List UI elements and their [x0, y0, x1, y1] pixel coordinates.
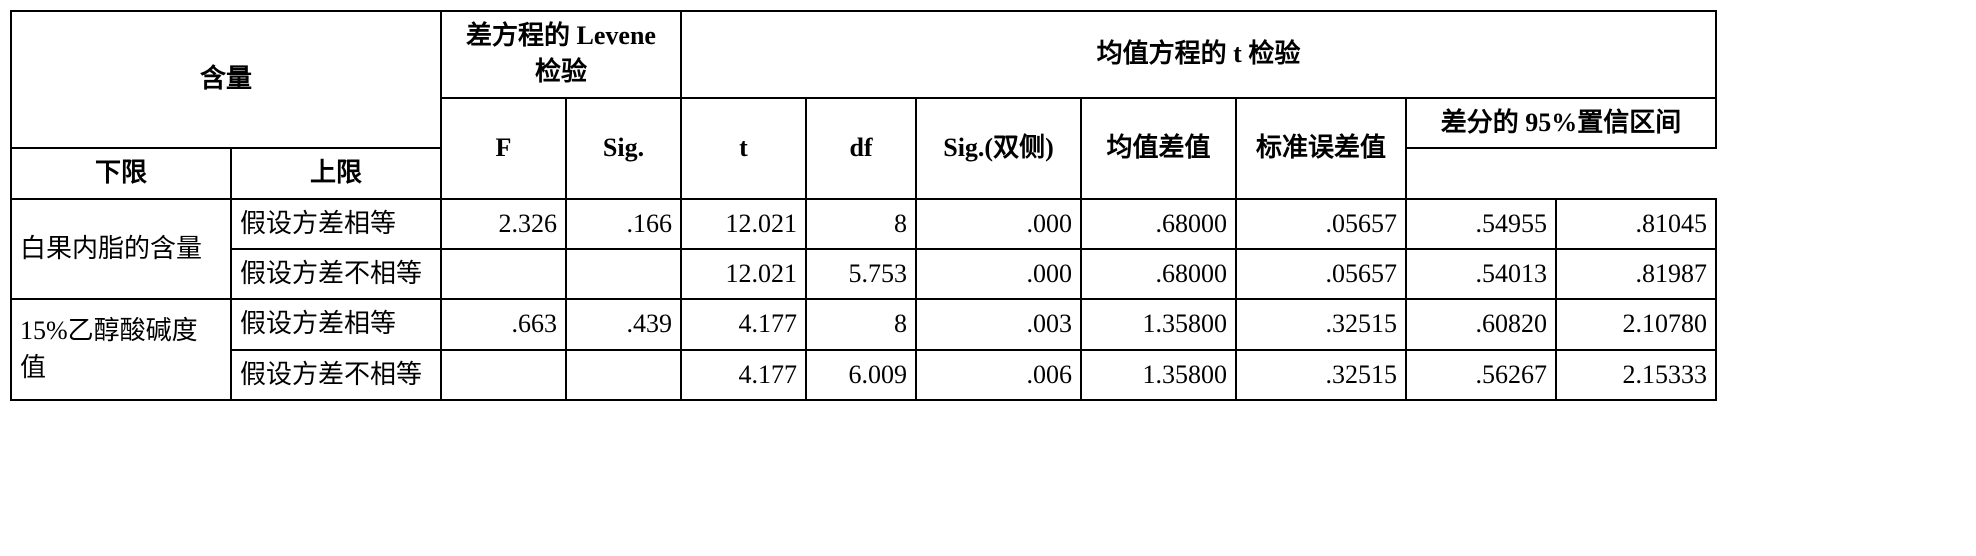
value-cell-Sig: .439: [566, 299, 681, 349]
value-cell-ci_low: .60820: [1406, 299, 1556, 349]
group-label-cell: 白果内脂的含量: [11, 199, 231, 300]
value-cell-ci_low: .54013: [1406, 249, 1556, 299]
table-row: 假设方差不相等 12.0215.753.000.68000.05657.54013…: [11, 249, 1716, 299]
value-cell-F: [441, 350, 566, 400]
value-cell-df: 6.009: [806, 350, 916, 400]
value-cell-sig2: .000: [916, 249, 1081, 299]
value-cell-F: [441, 249, 566, 299]
value-cell-ci_high: .81987: [1556, 249, 1716, 299]
value-cell-t: 4.177: [681, 350, 806, 400]
assumption-cell: 假设方差不相等: [231, 249, 441, 299]
value-cell-ci_high: 2.15333: [1556, 350, 1716, 400]
value-cell-se_diff: .05657: [1236, 199, 1406, 249]
value-cell-se_diff: .32515: [1236, 299, 1406, 349]
value-cell-mean_diff: 1.35800: [1081, 299, 1236, 349]
value-cell-F: .663: [441, 299, 566, 349]
value-cell-F: 2.326: [441, 199, 566, 249]
header-meandiff: 均值差值: [1081, 98, 1236, 199]
value-cell-sig2: .003: [916, 299, 1081, 349]
header-sediff: 标准误差值: [1236, 98, 1406, 199]
assumption-cell: 假设方差不相等: [231, 350, 441, 400]
header-row-label: 含量: [11, 11, 441, 148]
value-cell-ci_high: 2.10780: [1556, 299, 1716, 349]
value-cell-df: 5.753: [806, 249, 916, 299]
value-cell-sig2: .000: [916, 199, 1081, 249]
value-cell-Sig: [566, 249, 681, 299]
table-row: 白果内脂的含量假设方差相等2.326.16612.0218.000.68000.…: [11, 199, 1716, 249]
value-cell-ci_low: .54955: [1406, 199, 1556, 249]
value-cell-mean_diff: 1.35800: [1081, 350, 1236, 400]
value-cell-t: 4.177: [681, 299, 806, 349]
value-cell-Sig: .166: [566, 199, 681, 249]
header-sig: Sig.: [566, 98, 681, 199]
statistics-table: 含量 差方程的 Levene 检验 均值方程的 t 检验 F Sig. t df…: [10, 10, 1717, 401]
value-cell-se_diff: .32515: [1236, 350, 1406, 400]
value-cell-ci_high: .81045: [1556, 199, 1716, 249]
table-body: 白果内脂的含量假设方差相等2.326.16612.0218.000.68000.…: [11, 199, 1716, 401]
header-ci-group: 差分的 95%置信区间: [1406, 98, 1716, 148]
table-row: 15%乙醇酸碱度值假设方差相等.663.4394.1778.0031.35800…: [11, 299, 1716, 349]
header-levene-group: 差方程的 Levene 检验: [441, 11, 681, 98]
header-cilow: 下限: [11, 148, 231, 198]
header-row-1: 含量 差方程的 Levene 检验 均值方程的 t 检验: [11, 11, 1716, 98]
value-cell-t: 12.021: [681, 199, 806, 249]
header-t: t: [681, 98, 806, 199]
header-cihigh: 上限: [231, 148, 441, 198]
header-df: df: [806, 98, 916, 199]
assumption-cell: 假设方差相等: [231, 199, 441, 249]
group-label-cell: 15%乙醇酸碱度值: [11, 299, 231, 400]
value-cell-sig2: .006: [916, 350, 1081, 400]
assumption-cell: 假设方差相等: [231, 299, 441, 349]
value-cell-df: 8: [806, 299, 916, 349]
value-cell-df: 8: [806, 199, 916, 249]
value-cell-t: 12.021: [681, 249, 806, 299]
value-cell-ci_low: .56267: [1406, 350, 1556, 400]
header-sig2: Sig.(双侧): [916, 98, 1081, 199]
table-row: 假设方差不相等 4.1776.009.0061.35800.32515.56267…: [11, 350, 1716, 400]
value-cell-se_diff: .05657: [1236, 249, 1406, 299]
value-cell-Sig: [566, 350, 681, 400]
header-ttest-group: 均值方程的 t 检验: [681, 11, 1716, 98]
value-cell-mean_diff: .68000: [1081, 199, 1236, 249]
value-cell-mean_diff: .68000: [1081, 249, 1236, 299]
header-f: F: [441, 98, 566, 199]
